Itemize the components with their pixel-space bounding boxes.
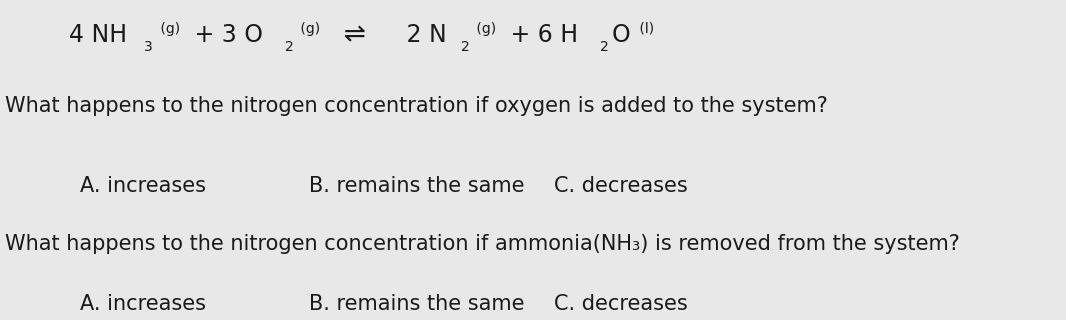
Text: C. decreases: C. decreases [554, 294, 688, 314]
Text: B. remains the same: B. remains the same [309, 294, 524, 314]
Text: (g): (g) [156, 21, 180, 36]
Text: 4 NH: 4 NH [69, 23, 128, 47]
Text: A. increases: A. increases [80, 294, 206, 314]
Text: (l): (l) [635, 21, 655, 36]
Text: ⇌: ⇌ [327, 21, 383, 48]
Text: What happens to the nitrogen concentration if oxygen is added to the system?: What happens to the nitrogen concentrati… [5, 96, 828, 116]
Text: 3: 3 [144, 40, 154, 54]
Text: (g): (g) [472, 21, 496, 36]
Text: What happens to the nitrogen concentration if ammonia(NH₃) is removed from the s: What happens to the nitrogen concentrati… [5, 234, 960, 253]
Text: O: O [611, 23, 630, 47]
Text: + 3 O: + 3 O [187, 23, 262, 47]
Text: B. remains the same: B. remains the same [309, 176, 524, 196]
Text: 2: 2 [461, 40, 469, 54]
Text: 2: 2 [600, 40, 609, 54]
Text: (g): (g) [296, 21, 320, 36]
Text: 2: 2 [285, 40, 293, 54]
Text: + 6 H: + 6 H [503, 23, 578, 47]
Text: C. decreases: C. decreases [554, 176, 688, 196]
Text: A. increases: A. increases [80, 176, 206, 196]
Text: 2 N: 2 N [399, 23, 447, 47]
